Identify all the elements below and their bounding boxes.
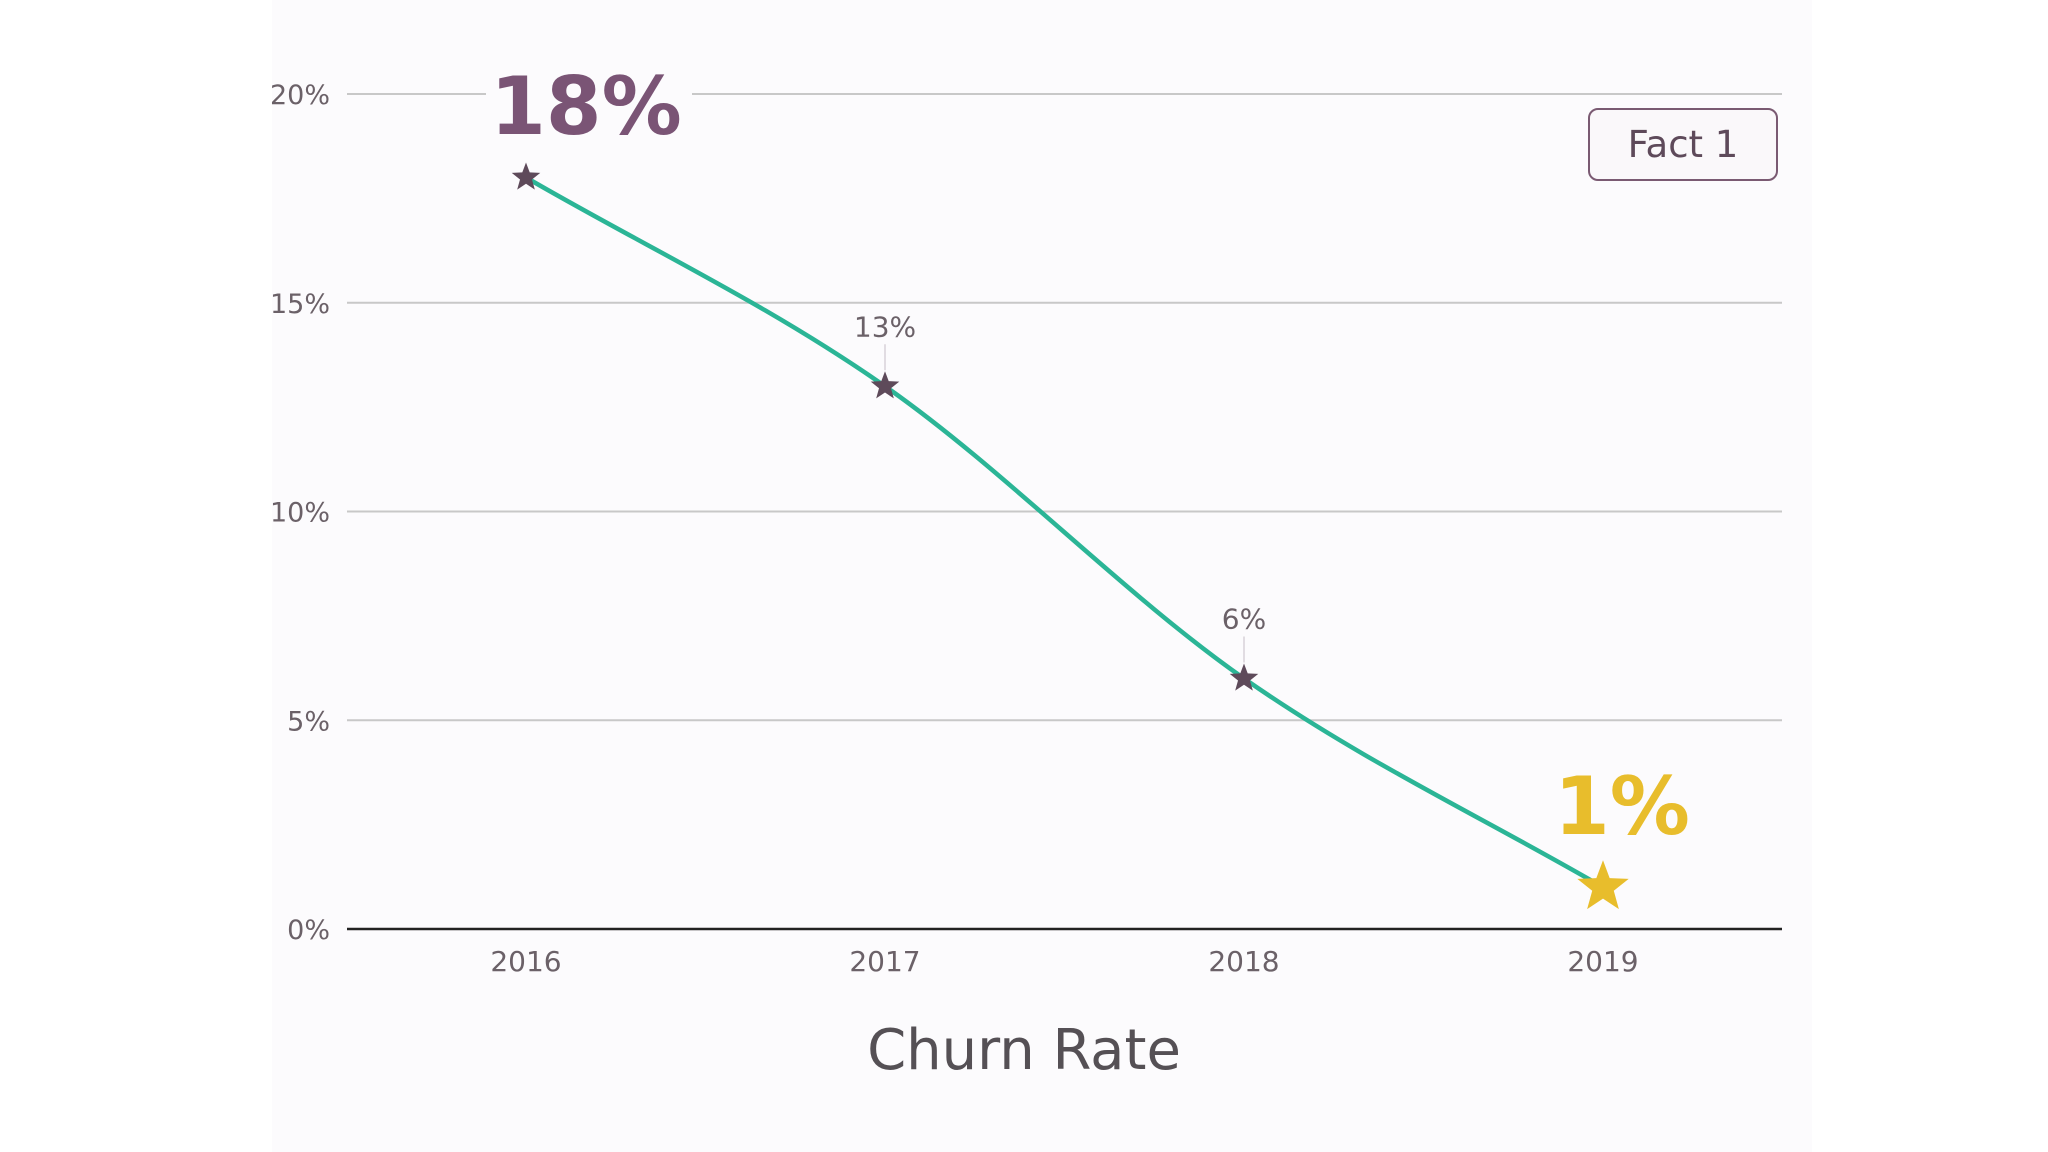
data-point-star-2017 (870, 371, 900, 399)
y-tick-label: 5% (287, 706, 330, 737)
x-tick-label: 2016 (490, 945, 561, 978)
slide-panel (272, 0, 1812, 1152)
y-tick-label: 15% (270, 289, 330, 320)
data-point-star-2019 (1577, 860, 1629, 910)
data-label-2017: 13% (854, 310, 916, 343)
y-tick-label: 10% (270, 498, 330, 529)
data-point-star-2018 (1229, 663, 1259, 691)
y-tick-label: 20% (270, 80, 330, 111)
y-axis-tick-labels: 0% 5% 10% 15% 20% (270, 80, 330, 946)
series-line-churn (523, 175, 1606, 890)
data-label-2019: 1% (1554, 760, 1690, 853)
data-point-markers (511, 162, 1629, 910)
data-point-star-2016 (511, 162, 541, 190)
x-tick-label: 2019 (1567, 945, 1638, 978)
label-backdrop (486, 70, 692, 130)
chart-title: Churn Rate (867, 1018, 1181, 1083)
x-tick-label: 2017 (849, 945, 920, 978)
data-label-2016: 18% (490, 60, 681, 153)
data-labels: 18% 13% 6% 1% (486, 60, 1690, 853)
y-tick-label: 0% (287, 915, 330, 946)
data-label-2018: 6% (1222, 603, 1266, 636)
x-tick-label: 2018 (1208, 945, 1279, 978)
grid-lines (347, 93, 1782, 722)
fact-badge[interactable]: Fact 1 (1588, 108, 1778, 181)
x-axis-tick-labels: 2016 2017 2018 2019 (490, 945, 1638, 978)
